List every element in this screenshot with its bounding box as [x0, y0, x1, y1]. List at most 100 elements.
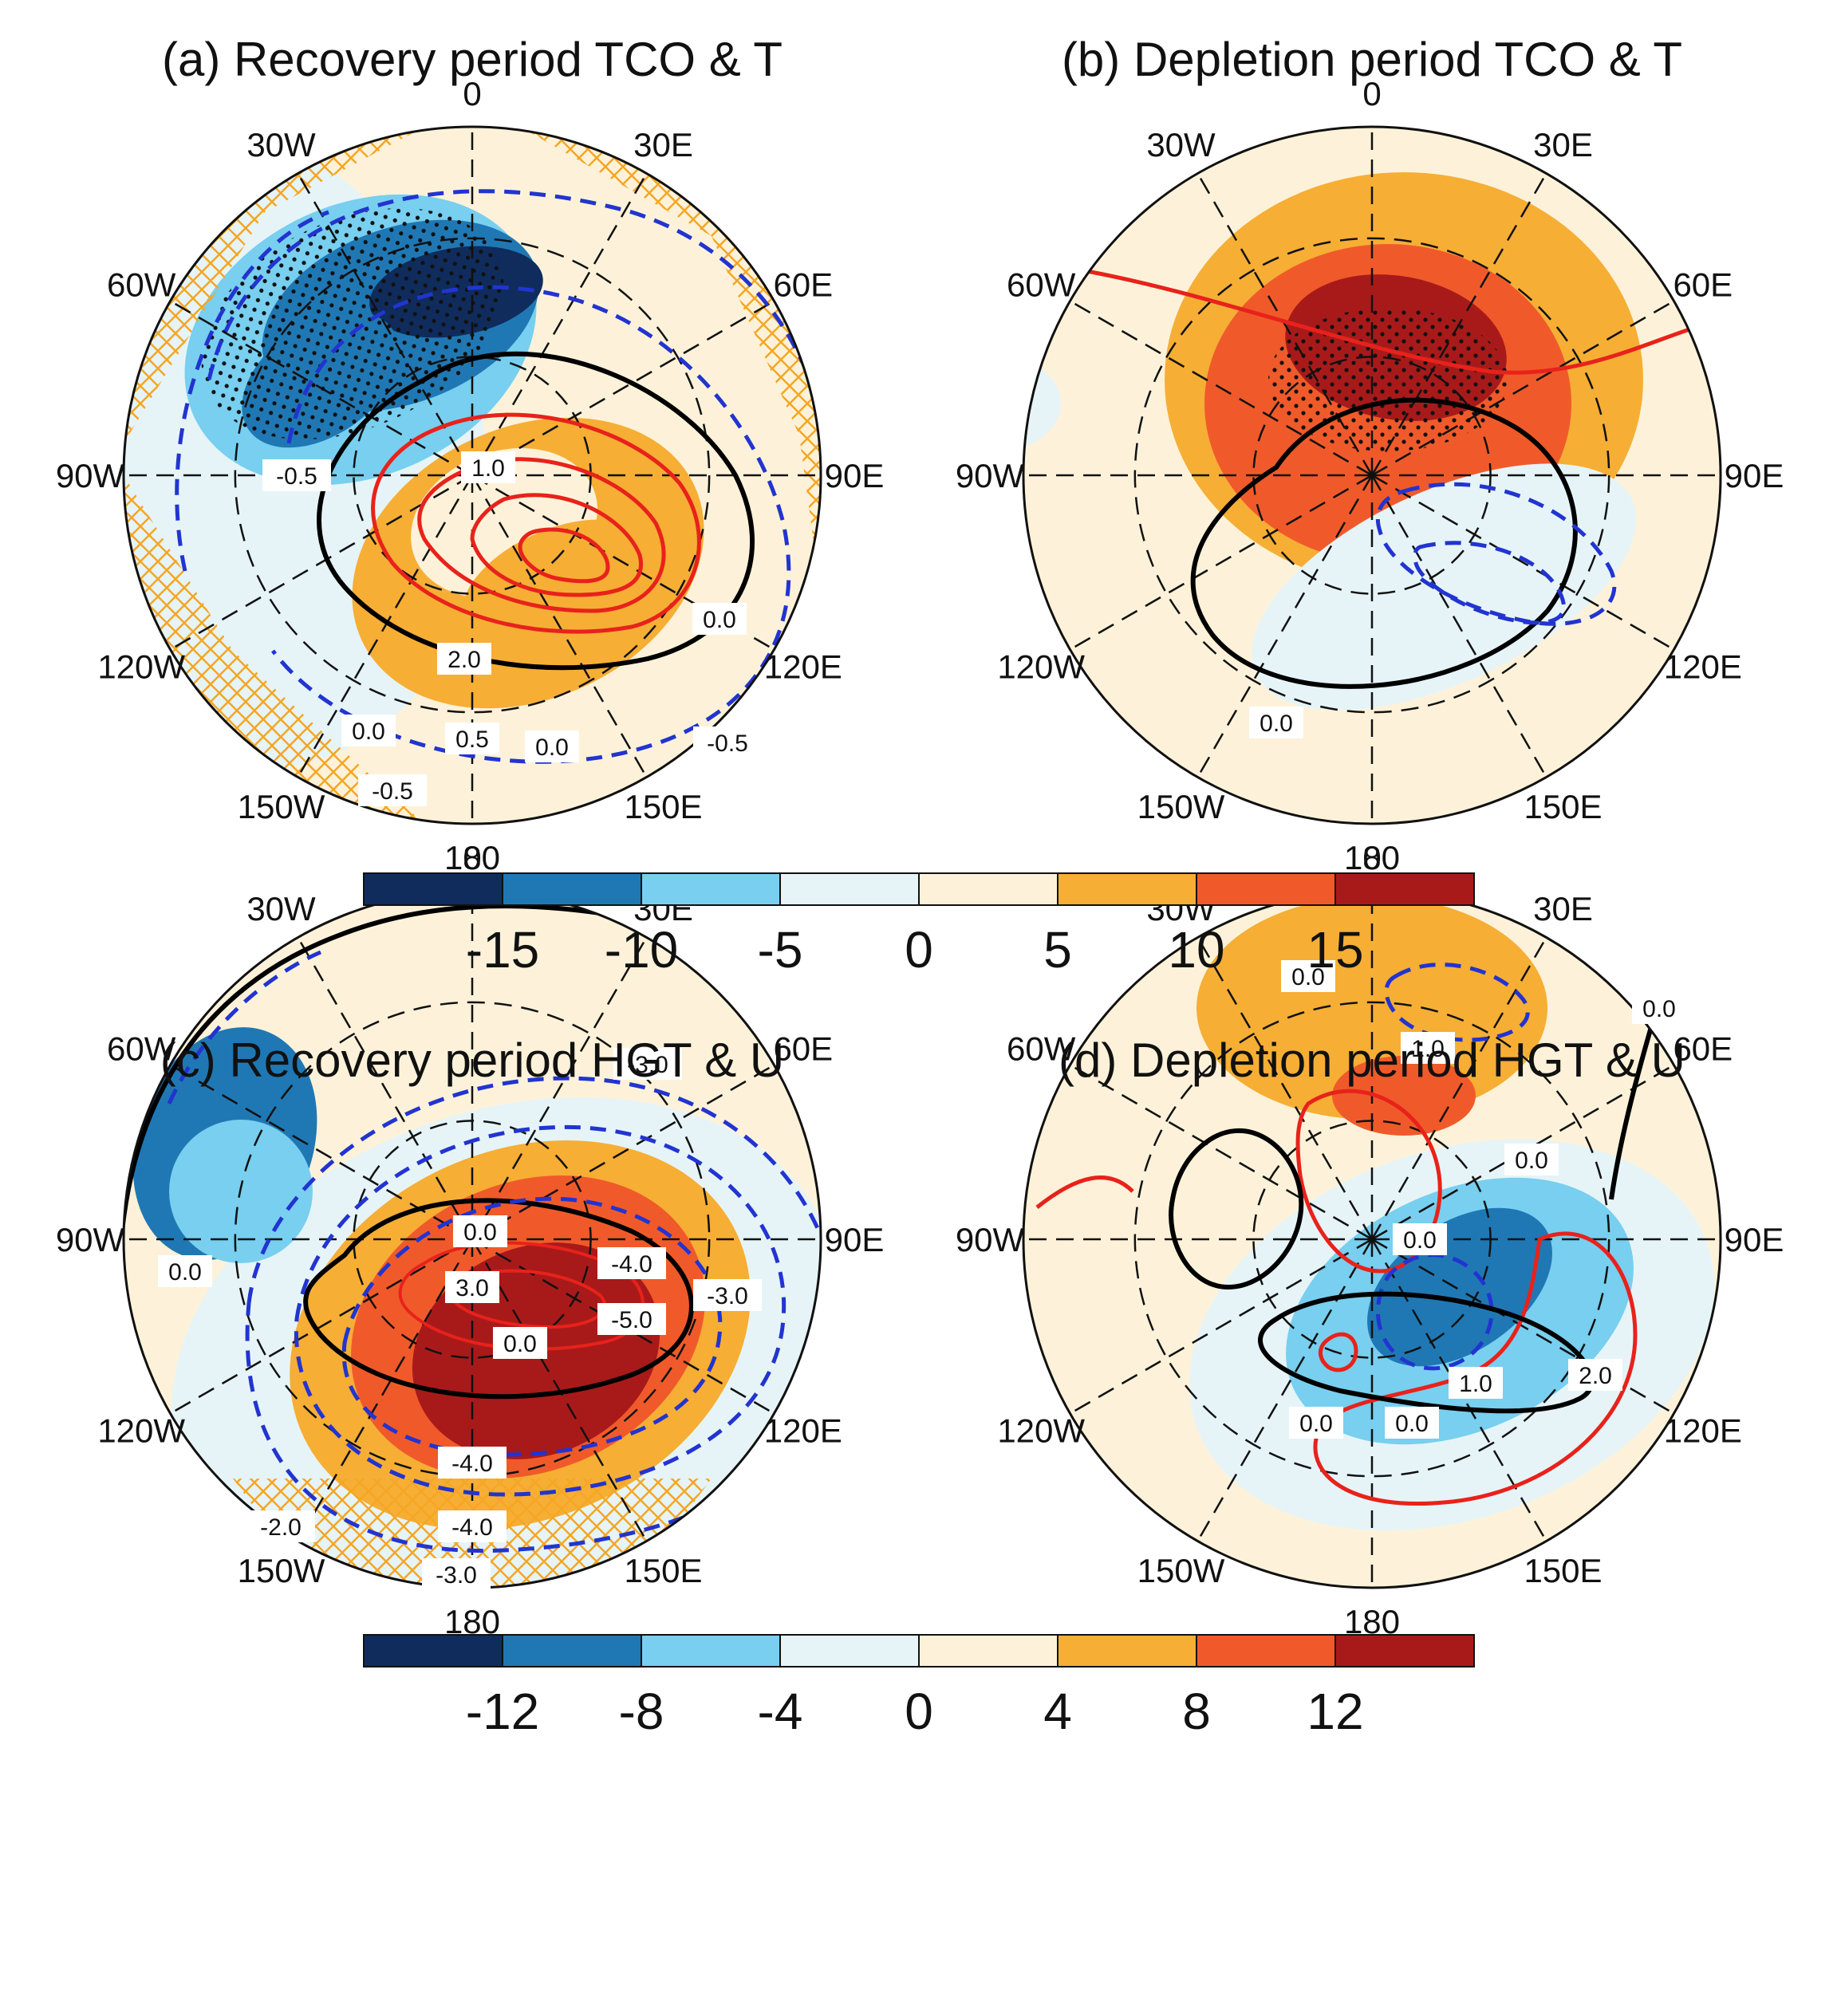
- latitude-circle: [1133, 1001, 1610, 1478]
- meridian-line: [471, 936, 648, 1240]
- longitude-label: 0: [463, 839, 481, 876]
- colorbar-segment: [1057, 872, 1197, 906]
- longitude-label: 30E: [633, 126, 693, 163]
- colorbar-segment: [641, 872, 781, 906]
- zero-contour: [317, 351, 755, 671]
- positive-contour: [417, 457, 666, 613]
- zero-contour: [1169, 1128, 1304, 1290]
- positive-contour: [1318, 1332, 1358, 1372]
- positive-contour: [1068, 266, 1708, 375]
- meridian-line: [297, 474, 474, 778]
- contour-label: 0.0: [1385, 1407, 1439, 1439]
- contour-label-text: 2.0: [447, 647, 481, 673]
- map-border: [122, 125, 822, 825]
- contour-label-text: 0.0: [1395, 1411, 1429, 1437]
- colorbar-segment: [363, 872, 503, 906]
- contour-label: 0.0: [1632, 992, 1686, 1024]
- contour-label-text: -4.0: [451, 1451, 493, 1477]
- contour-label-text: 1.0: [1411, 1036, 1445, 1062]
- meridian-line: [1069, 474, 1373, 651]
- colorbar-tick-label: -12: [466, 1683, 540, 1740]
- colorbar-segment: [1334, 872, 1475, 906]
- contour-label-text: 0.0: [503, 1331, 537, 1357]
- colorbar-segment: [918, 872, 1059, 906]
- colorbar-tick-label: 12: [1307, 1683, 1363, 1740]
- longitude-label: 150W: [1137, 1552, 1225, 1589]
- longitude-label: 120W: [997, 648, 1085, 686]
- longitude-label: 150E: [624, 1552, 702, 1589]
- contour-label: 0.0: [525, 730, 579, 762]
- latitude-circle: [234, 1001, 711, 1478]
- map-border: [1022, 125, 1722, 825]
- meridian-line: [1370, 474, 1547, 778]
- contour-label-text: -2.0: [260, 1514, 302, 1541]
- colorbar-tick-label: -10: [605, 921, 679, 978]
- longitude-label: 60E: [1673, 266, 1733, 304]
- map-area: [1023, 127, 1721, 824]
- panel-a: -0.5 1.0 0.0 2.0 0.0 0.5 0.0 -0.5 -0.5 0 30E 60E 90E…: [56, 33, 885, 876]
- contour-label-text: 3.0: [455, 1275, 489, 1301]
- shading-region: [1251, 463, 1637, 711]
- longitude-label: 60E: [773, 1030, 833, 1068]
- panel-title: (b) Depletion period TCO & T: [1062, 33, 1682, 86]
- map-area: [124, 127, 821, 824]
- meridian-line: [169, 300, 473, 477]
- longitude-label: 150W: [238, 788, 325, 825]
- contour-label: -3.0: [693, 1279, 762, 1311]
- contour-label-text: -3.0: [436, 1562, 477, 1589]
- contour-label-text: -4.0: [611, 1251, 652, 1278]
- longitude-label: 150E: [1524, 1552, 1602, 1589]
- contour-label-text: -5.0: [611, 1307, 652, 1333]
- colorbar-segment: [502, 1634, 642, 1668]
- longitude-label: 90W: [956, 1221, 1025, 1258]
- colorbar-tick-label: -4: [758, 1683, 803, 1740]
- zero-contour: [1190, 397, 1578, 689]
- longitude-label: 120E: [764, 1412, 842, 1450]
- contour-label: 0.0: [692, 603, 747, 635]
- longitude-label: 150E: [624, 788, 702, 825]
- contour-label-text: 0.0: [703, 607, 736, 633]
- negative-contour: [294, 1124, 786, 1497]
- longitude-label: 180: [1344, 839, 1400, 876]
- meridian-line: [1371, 300, 1675, 477]
- longitude-label: 60E: [773, 266, 833, 304]
- colorbar-tick-label: -5: [758, 921, 803, 978]
- colorbar-tick-label: 5: [1043, 921, 1072, 978]
- contour-label-text: 0.0: [1299, 1411, 1333, 1437]
- meridian-line: [471, 474, 775, 651]
- panel-title: (c) Recovery period HGT & U: [160, 1034, 784, 1087]
- colorbar-segment: [779, 1634, 920, 1668]
- contour-label-text: 0.0: [352, 719, 385, 745]
- meridian-line: [169, 1238, 473, 1415]
- colorbar-segment: [502, 872, 642, 906]
- contour-label: 0.0: [1393, 1223, 1447, 1255]
- meridian-line: [1370, 172, 1547, 476]
- negative-contour: [1384, 963, 1530, 1042]
- panel-b: 0.0 0 30E 60E 90E 120E 150E 180 150W 120W 90W 60W 30…: [956, 33, 1784, 876]
- longitude-label: 90E: [825, 1221, 885, 1258]
- contour-label: 0.0: [1504, 1144, 1559, 1175]
- colorbar-segment: [363, 1634, 503, 1668]
- zero-contour: [303, 1198, 694, 1400]
- meridian-line: [1371, 1238, 1675, 1415]
- contour-label: 0.5: [445, 723, 499, 754]
- colorbar-tick-label: 4: [1043, 1683, 1072, 1740]
- longitude-label: 120E: [1664, 1412, 1742, 1450]
- latitude-circle: [234, 237, 711, 714]
- negative-contour: [245, 1076, 821, 1553]
- negative-contour: [1375, 482, 1617, 626]
- meridian-line: [1196, 1238, 1374, 1542]
- contour-label: -2.0: [246, 1510, 315, 1542]
- longitude-label: 90W: [56, 457, 125, 494]
- meridian-line: [297, 1238, 474, 1542]
- longitude-label: 180: [444, 839, 500, 876]
- contour-label: 0.0: [1281, 960, 1335, 992]
- meridian-line: [1196, 936, 1374, 1240]
- meridian-line: [471, 474, 648, 778]
- longitude-label: 120W: [997, 1412, 1085, 1450]
- contour-label: 0.0: [493, 1327, 547, 1359]
- contour-label: 1.0: [461, 451, 515, 483]
- shading-region: [1023, 356, 1061, 451]
- longitude-label: 120E: [1664, 648, 1742, 686]
- longitude-label: 120W: [97, 1412, 185, 1450]
